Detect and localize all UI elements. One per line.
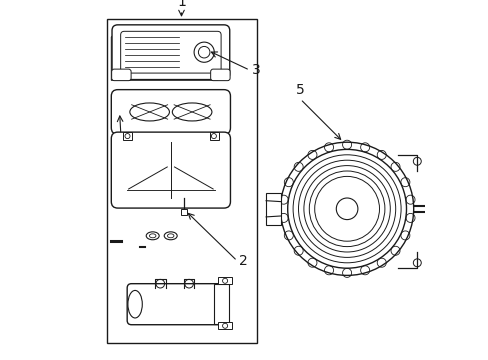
FancyBboxPatch shape	[112, 25, 229, 80]
FancyBboxPatch shape	[111, 69, 131, 81]
FancyBboxPatch shape	[127, 284, 222, 325]
Polygon shape	[114, 128, 224, 131]
Ellipse shape	[128, 291, 142, 318]
Bar	[209, 132, 218, 140]
Text: 5: 5	[295, 83, 304, 97]
Bar	[214, 284, 228, 324]
Polygon shape	[114, 96, 118, 131]
Bar	[181, 209, 186, 215]
Bar	[218, 322, 232, 329]
Text: 2: 2	[239, 254, 247, 268]
Polygon shape	[111, 74, 224, 80]
Bar	[265, 193, 280, 225]
Text: 1: 1	[177, 0, 185, 9]
Bar	[218, 277, 232, 284]
Polygon shape	[113, 139, 118, 206]
FancyBboxPatch shape	[111, 90, 230, 134]
Text: 4: 4	[111, 150, 120, 163]
Text: 3: 3	[251, 63, 260, 77]
FancyBboxPatch shape	[210, 69, 230, 81]
Bar	[123, 132, 132, 140]
Bar	[107, 19, 257, 343]
Polygon shape	[111, 31, 118, 80]
FancyBboxPatch shape	[111, 132, 230, 208]
Polygon shape	[113, 202, 224, 206]
